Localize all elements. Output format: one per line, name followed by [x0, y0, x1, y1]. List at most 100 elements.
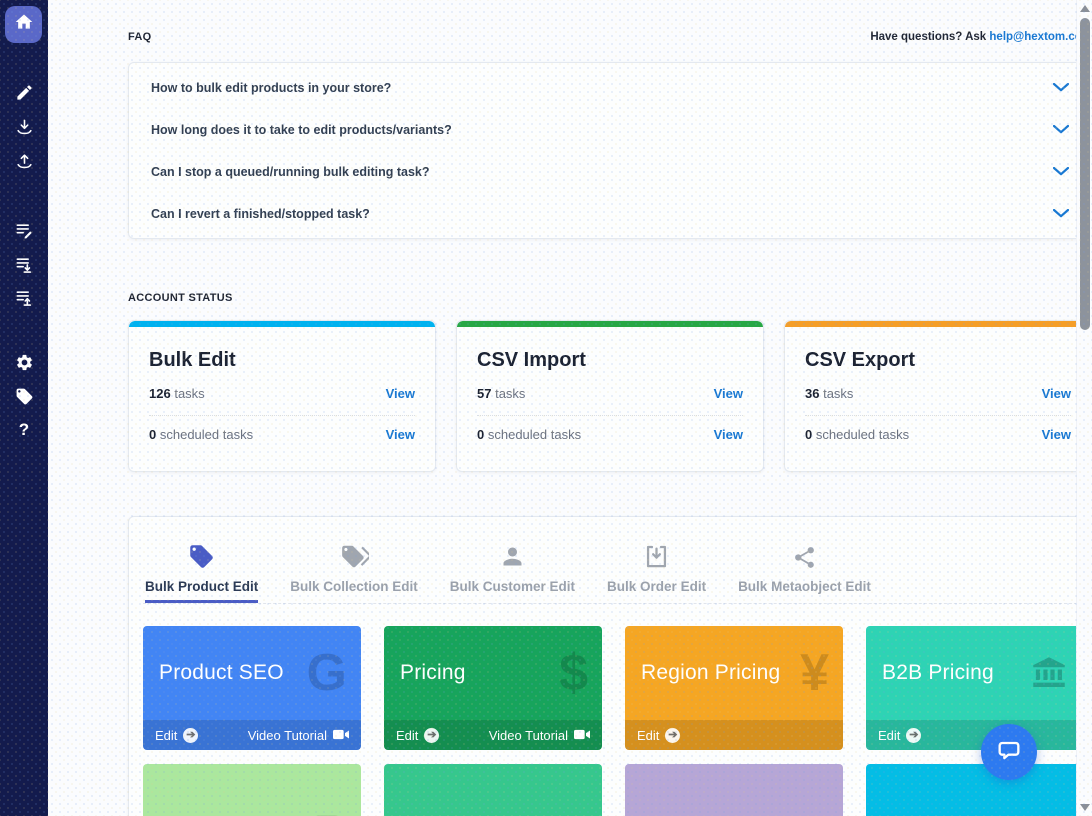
view-tasks-link[interactable]: View — [1041, 386, 1071, 401]
tasks-row: 36 tasks View — [805, 386, 1071, 401]
video-tutorial-link[interactable]: Video Tutorial — [489, 728, 590, 743]
scheduled-tasks-row: 0 scheduled tasks View — [477, 415, 743, 452]
sidebar-item-bulk-edit[interactable] — [0, 80, 48, 104]
sidebar-item-export-tasks[interactable] — [0, 286, 48, 310]
tab-bulk-customer-edit[interactable]: Bulk Customer Edit — [450, 543, 575, 603]
video-tutorial-link[interactable]: Video Tutorial — [248, 728, 349, 743]
help-email-link[interactable]: help@hextom.com — [989, 31, 1092, 43]
view-scheduled-link[interactable]: View — [713, 426, 743, 442]
chevron-down-icon — [1052, 205, 1070, 223]
scroll-up-arrow[interactable] — [1080, 5, 1090, 12]
scrollbar-thumb[interactable] — [1080, 18, 1090, 330]
faq-item[interactable]: Can I stop a queued/running bulk editing… — [129, 151, 1091, 193]
tile-row2-1[interactable] — [143, 764, 361, 816]
chat-bubble-icon — [995, 736, 1023, 769]
import-icon — [15, 118, 34, 137]
status-card-csv-export: CSV Export 36 tasks View 0 scheduled tas… — [784, 320, 1092, 472]
status-card-bulk-edit: Bulk Edit 126 tasks View 0 scheduled tas… — [128, 320, 436, 472]
help-icon: ? — [18, 420, 30, 439]
edit-link[interactable]: Edit ➔ — [155, 727, 199, 743]
edit-arrow-icon: ➔ — [906, 727, 922, 743]
edit-arrow-icon: ➔ — [665, 727, 681, 743]
bulk-edit-panel: Bulk Product Edit Bulk Collection Edit B… — [128, 516, 1092, 816]
faq-item[interactable]: Can I revert a finished/stopped task? — [129, 193, 1091, 235]
faq-header: FAQ Have questions? Ask help@hextom.com — [128, 31, 1092, 43]
faq-item[interactable]: How long does it to take to edit product… — [129, 109, 1091, 151]
sidebar-item-import-tasks[interactable] — [0, 253, 48, 277]
tab-bulk-collection-edit[interactable]: Bulk Collection Edit — [290, 543, 418, 603]
scroll-down-arrow[interactable] — [1080, 804, 1090, 811]
status-card-title: CSV Export — [805, 349, 916, 371]
edit-arrow-icon: ➔ — [424, 727, 440, 743]
sidebar-item-pricing-tags[interactable] — [0, 384, 48, 408]
view-scheduled-link[interactable]: View — [1041, 426, 1071, 442]
accent-bar — [785, 321, 1091, 327]
sidebar-item-home[interactable] — [5, 6, 42, 43]
faq-title: FAQ — [128, 31, 152, 43]
tile-footer: Edit ➔ Video Tutorial — [143, 720, 361, 750]
tile-footer: Edit ➔ — [866, 720, 1084, 750]
scheduled-tasks-row: 0 scheduled tasks View — [149, 415, 415, 452]
chevron-down-icon — [1052, 121, 1070, 139]
tile-product-seo[interactable]: Product SEO G Edit ➔ Video Tutorial — [143, 626, 361, 750]
home-icon — [14, 12, 34, 37]
edit-link[interactable]: Edit ➔ — [637, 727, 681, 743]
chevron-down-icon — [1052, 163, 1070, 181]
dollar-icon: $ — [559, 644, 588, 702]
tile-region-pricing[interactable]: Region Pricing ¥ Edit ➔ — [625, 626, 843, 750]
status-card-title: Bulk Edit — [149, 349, 236, 371]
tab-bulk-product-edit[interactable]: Bulk Product Edit — [145, 543, 259, 603]
tile-row2-4[interactable] — [866, 764, 1084, 816]
view-tasks-link[interactable]: View — [385, 386, 415, 401]
share-icon — [792, 545, 817, 570]
tab-bulk-order-edit[interactable]: Bulk Order Edit — [607, 543, 706, 603]
tasks-row: 57 tasks View — [477, 386, 743, 401]
tab-bar: Bulk Product Edit Bulk Collection Edit B… — [143, 517, 1077, 604]
tags-icon — [340, 543, 369, 570]
tile-pricing[interactable]: Pricing $ Edit ➔ Video Tutorial — [384, 626, 602, 750]
export-icon — [15, 152, 34, 171]
order-tray-icon — [643, 543, 670, 570]
view-tasks-link[interactable]: View — [713, 386, 743, 401]
chat-launcher-button[interactable] — [981, 724, 1037, 780]
bulk-edit-tasks-icon — [14, 221, 34, 241]
chevron-down-icon — [1052, 79, 1070, 97]
status-card-title: CSV Import — [477, 349, 586, 371]
person-icon — [499, 543, 526, 570]
edit-link[interactable]: Edit ➔ — [396, 727, 440, 743]
pencil-icon — [15, 83, 34, 102]
scheduled-tasks-row: 0 scheduled tasks View — [805, 415, 1071, 452]
sidebar-item-csv-export[interactable] — [0, 149, 48, 173]
scrollbar — [1076, 0, 1092, 816]
accent-bar — [129, 321, 435, 327]
tags-icon — [15, 387, 34, 406]
status-card-csv-import: CSV Import 57 tasks View 0 scheduled tas… — [456, 320, 764, 472]
sidebar-item-help[interactable]: ? — [0, 418, 48, 442]
tag-icon — [188, 543, 215, 570]
video-camera-icon — [574, 728, 590, 743]
have-questions-text: Have questions? Ask help@hextom.com — [870, 31, 1092, 43]
accent-bar — [457, 321, 763, 327]
tile-footer: Edit ➔ — [625, 720, 843, 750]
account-status-title: ACCOUNT STATUS — [128, 292, 233, 304]
sidebar-item-csv-import[interactable] — [0, 115, 48, 139]
sidebar-item-settings[interactable] — [0, 350, 48, 374]
edit-arrow-icon: ➔ — [183, 727, 199, 743]
export-tasks-icon — [14, 288, 34, 308]
sidebar-item-bulk-edit-tasks[interactable] — [0, 219, 48, 243]
view-scheduled-link[interactable]: View — [385, 426, 415, 442]
faq-item[interactable]: How to bulk edit products in your store? — [129, 67, 1091, 109]
google-g-icon: G — [306, 644, 347, 702]
bank-icon — [1028, 652, 1070, 694]
yen-icon: ¥ — [800, 644, 829, 702]
tile-footer: Edit ➔ Video Tutorial — [384, 720, 602, 750]
tab-bulk-metaobject-edit[interactable]: Bulk Metaobject Edit — [738, 545, 871, 603]
settings-gear-icon — [15, 353, 34, 372]
import-tasks-icon — [14, 255, 34, 275]
tile-row2-2[interactable] — [384, 764, 602, 816]
faq-card: How to bulk edit products in your store?… — [128, 62, 1092, 239]
tile-b2b-pricing[interactable]: B2B Pricing Edit ➔ — [866, 626, 1084, 750]
feature-tile-grid: Product SEO G Edit ➔ Video Tutorial Prici… — [143, 626, 1084, 816]
edit-link[interactable]: Edit ➔ — [878, 727, 922, 743]
tile-sku-barcode[interactable]: SKU & Barcode — [625, 764, 843, 816]
